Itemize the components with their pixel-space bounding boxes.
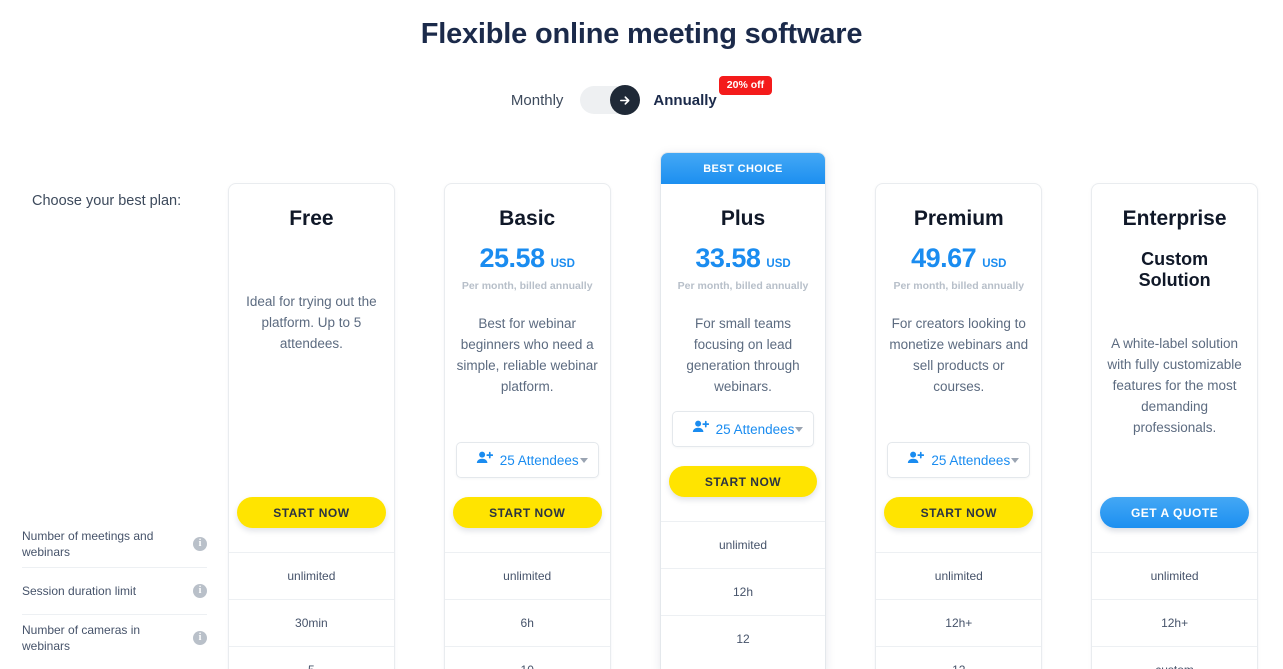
attendees-value: 25 Attendees: [499, 452, 579, 468]
feature-row-label: Number of cameras in webinars i: [22, 614, 207, 661]
chevron-down-icon: [1011, 457, 1020, 463]
choose-plan-label: Choose your best plan:: [32, 193, 182, 209]
price-amount: 33.58: [695, 243, 761, 273]
plan-feature-values: unlimited 30min 5: [229, 552, 394, 669]
feature-row-label: Number of meetings and webinars i: [22, 520, 207, 567]
attendees-value: 25 Attendees: [715, 421, 795, 437]
plan-description: A white-label solution with fully custom…: [1107, 336, 1242, 435]
attendees-value: 25 Attendees: [931, 452, 1011, 468]
feature-value: 30min: [229, 599, 394, 646]
plan-card-basic[interactable]: Basic 25.58 USD Per month, billed annual…: [443, 183, 611, 669]
plan-description: For small teams focusing on lead generat…: [686, 316, 800, 394]
feature-value: unlimited: [660, 521, 826, 568]
billing-monthly-label[interactable]: Monthly: [510, 91, 564, 109]
person-add-icon: [476, 450, 493, 470]
feature-value: custom: [1092, 646, 1257, 669]
feature-label-text: Number of cameras in webinars: [22, 623, 141, 653]
plan-card-plus[interactable]: BEST CHOICE Plus 33.58 USD Per month, bi…: [659, 152, 827, 669]
plan-name: Basic: [499, 207, 556, 230]
feature-value: unlimited: [229, 552, 394, 599]
chevron-down-icon: [795, 426, 804, 432]
plan-name: Premium: [913, 207, 1004, 230]
feature-value: 12h: [660, 568, 826, 615]
person-add-icon: [907, 450, 925, 470]
feature-value: 12h+: [1092, 599, 1257, 646]
plan-price: 49.67 USD: [887, 243, 1030, 274]
plan-feature-values: unlimited 12h+ custom: [1092, 552, 1257, 669]
feature-value: unlimited: [444, 552, 610, 599]
billing-period-toggle[interactable]: [580, 85, 641, 115]
plan-description: Ideal for trying out the platform. Up to…: [246, 294, 377, 351]
attendees-select[interactable]: 25 Attendees: [887, 442, 1031, 478]
billing-period-switcher: Monthly Annually 20% off: [0, 76, 1283, 115]
plan-name: Plus: [720, 207, 766, 230]
plan-description: For creators looking to monetize webinar…: [889, 316, 1029, 394]
feature-row-label: Session duration limit i: [22, 567, 207, 614]
info-icon[interactable]: i: [193, 536, 207, 551]
feature-labels-column: Number of meetings and webinars i Sessio…: [22, 520, 207, 661]
price-currency: USD: [766, 258, 791, 270]
plan-price: 33.58 USD: [672, 243, 815, 274]
plan-price: 25.58 USD: [456, 243, 599, 274]
attendees-select[interactable]: 25 Attendees: [671, 411, 815, 447]
best-choice-banner: BEST CHOICE: [660, 153, 826, 184]
plan-name: Free: [289, 207, 334, 230]
start-now-button[interactable]: START NOW: [884, 497, 1034, 528]
person-add-icon: [692, 419, 709, 439]
attendees-select[interactable]: 25 Attendees: [455, 442, 599, 478]
feature-value: unlimited: [1092, 552, 1257, 599]
feature-value: 10: [444, 646, 610, 669]
plan-card-free[interactable]: Free Ideal for trying out the platform. …: [228, 183, 395, 669]
info-icon[interactable]: i: [193, 584, 207, 598]
feature-label-text: Number of meetings and webinars: [22, 528, 154, 559]
start-now-button[interactable]: START NOW: [668, 466, 818, 497]
plan-card-enterprise[interactable]: Enterprise Custom Solution A white-label…: [1091, 183, 1258, 669]
info-icon[interactable]: i: [193, 631, 207, 645]
feature-label-text: Session duration limit: [22, 584, 137, 598]
start-now-button[interactable]: START NOW: [237, 497, 386, 528]
price-amount: 25.58: [479, 243, 546, 273]
start-now-button[interactable]: START NOW: [452, 497, 602, 528]
plan-description: Best for webinar beginners who need a si…: [456, 316, 598, 394]
plan-feature-values: unlimited 6h 10: [444, 552, 610, 669]
plan-subname: Custom Solution: [1138, 249, 1211, 290]
get-a-quote-button[interactable]: GET A QUOTE: [1100, 497, 1249, 528]
plan-name: Enterprise: [1122, 207, 1227, 230]
billing-annually-label[interactable]: Annually: [653, 91, 717, 109]
feature-value: 12: [876, 646, 1042, 669]
plan-feature-values: unlimited 12h+ 12: [876, 552, 1042, 669]
feature-value: 12h+: [876, 599, 1042, 646]
feature-value: 5: [229, 646, 394, 669]
price-currency: USD: [982, 258, 1007, 270]
plan-card-premium[interactable]: Premium 49.67 USD Per month, billed annu…: [875, 183, 1043, 669]
page-title: Flexible online meeting software: [420, 18, 863, 50]
feature-value: 6h: [444, 599, 610, 646]
arrow-right-icon: [610, 85, 641, 115]
price-note: Per month, billed annually: [677, 280, 809, 292]
price-note: Per month, billed annually: [461, 280, 593, 292]
chevron-down-icon: [579, 457, 588, 463]
feature-value: 12: [660, 615, 826, 662]
plans-container: Free Ideal for trying out the platform. …: [228, 152, 1258, 669]
price-note: Per month, billed annually: [893, 280, 1025, 292]
price-currency: USD: [550, 258, 575, 270]
feature-value: unlimited: [876, 552, 1042, 599]
price-amount: 49.67: [911, 243, 977, 273]
discount-badge: 20% off: [718, 76, 773, 95]
plan-feature-values: unlimited 12h 12: [660, 521, 826, 662]
